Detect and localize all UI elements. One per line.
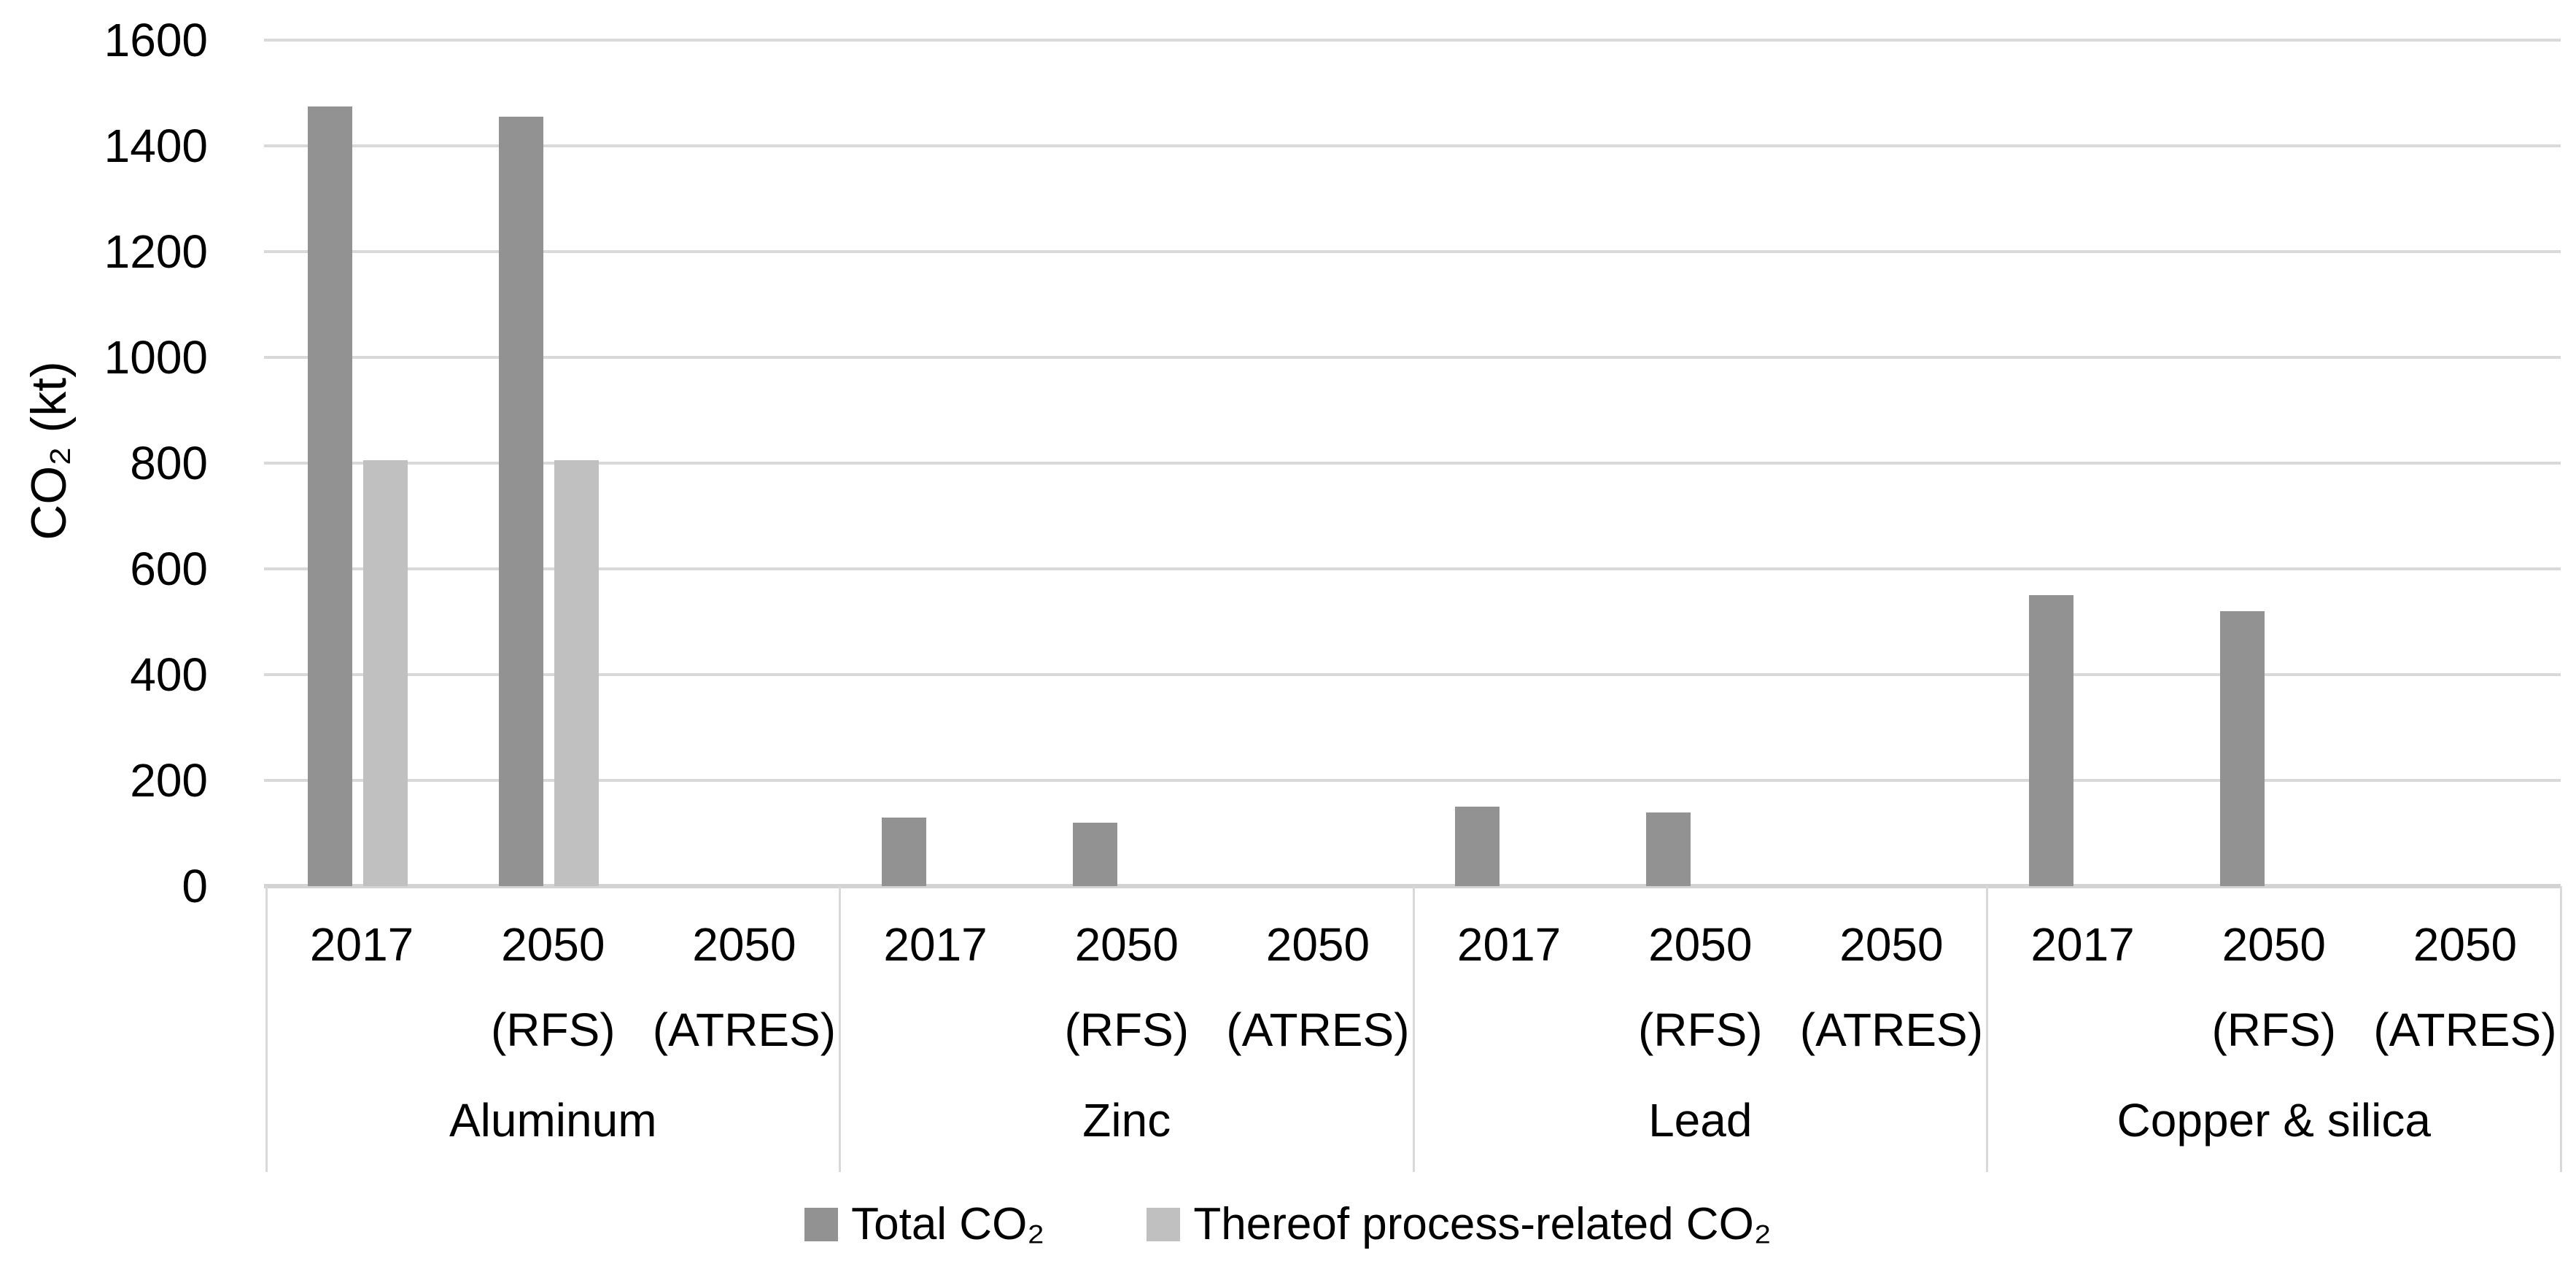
gridline <box>264 356 2561 359</box>
gridline <box>264 779 2561 782</box>
x-axis-scenario-label: (ATRES) <box>1226 1004 1410 1056</box>
x-axis-scenario-label: (RFS) <box>490 1004 616 1056</box>
bar-series-1 <box>363 460 408 886</box>
x-axis-scenario-label: (ATRES) <box>1799 1004 1984 1056</box>
y-axis-tick-label: 1000 <box>104 331 208 384</box>
y-axis-tick-label: 1200 <box>104 225 208 278</box>
x-axis-scenario-label: 2050 <box>692 918 796 971</box>
x-axis-scenario-label: 2017 <box>1456 918 1561 971</box>
x-axis-scenario-label: (RFS) <box>1064 1004 1190 1056</box>
legend-swatch-icon <box>804 1208 839 1241</box>
gridline <box>264 250 2561 253</box>
category-divider <box>1412 886 1415 1172</box>
category-group-label: Copper & silica <box>2117 1094 2431 1147</box>
y-axis-tick-label: 800 <box>130 437 208 489</box>
y-axis-tick-label: 400 <box>130 648 208 701</box>
bar-series-0 <box>2028 595 2073 886</box>
bar-series-0 <box>308 106 353 886</box>
legend-label: Thereof process-related CO₂ <box>1193 1199 1772 1249</box>
x-axis-scenario-label: 2050 <box>501 918 605 971</box>
gridline <box>264 673 2561 676</box>
x-axis-scenario-label: (RFS) <box>1637 1004 1763 1056</box>
x-axis-scenario-label: (ATRES) <box>652 1004 837 1056</box>
y-axis-tick-label: 1600 <box>104 14 208 66</box>
category-divider <box>265 886 268 1172</box>
x-axis-scenario-label: (RFS) <box>2211 1004 2337 1056</box>
legend: Total CO₂ Thereof process-related CO₂ <box>0 1202 2576 1247</box>
legend-swatch-icon <box>1147 1208 1181 1241</box>
legend-item: Thereof process-related CO₂ <box>1147 1202 1772 1247</box>
bar-series-0 <box>881 817 926 886</box>
x-axis-scenario-label: 2050 <box>1839 918 1944 971</box>
bar-series-0 <box>499 117 544 886</box>
x-axis-scenario-label: (ATRES) <box>2373 1004 2557 1056</box>
y-axis-tick-label: 0 <box>182 860 208 912</box>
bar-series-1 <box>554 460 600 886</box>
legend-label: Total CO₂ <box>851 1199 1045 1249</box>
bar-series-0 <box>1455 807 1500 886</box>
gridline <box>264 39 2561 42</box>
bar-series-0 <box>2219 611 2265 886</box>
x-axis-scenario-label: 2017 <box>2030 918 2135 971</box>
x-axis-scenario-label: 2050 <box>1074 918 1179 971</box>
x-axis-scenario-label: 2050 <box>2413 918 2518 971</box>
x-axis-scenario-label: 2017 <box>309 918 414 971</box>
legend-item: Total CO₂ <box>804 1202 1044 1247</box>
bar-series-0 <box>1646 812 1691 886</box>
category-divider <box>839 886 841 1172</box>
bar-series-0 <box>1072 823 1117 886</box>
category-divider <box>2559 886 2562 1172</box>
category-group-label: Aluminum <box>449 1094 657 1147</box>
gridline <box>264 462 2561 465</box>
x-axis-scenario-label: 2050 <box>1265 918 1370 971</box>
x-axis-scenario-label: 2050 <box>1648 918 1753 971</box>
y-axis-tick-label: 600 <box>130 543 208 595</box>
y-axis-tick-label: 200 <box>130 754 208 807</box>
gridline <box>264 567 2561 570</box>
x-axis-scenario-label: 2017 <box>883 918 988 971</box>
x-axis-scenario-label: 2050 <box>2222 918 2326 971</box>
category-group-label: Zinc <box>1082 1094 1171 1147</box>
y-axis-tick-label: 1400 <box>104 120 208 172</box>
category-group-label: Lead <box>1648 1094 1753 1147</box>
gridline <box>264 144 2561 147</box>
category-divider <box>1986 886 1988 1172</box>
